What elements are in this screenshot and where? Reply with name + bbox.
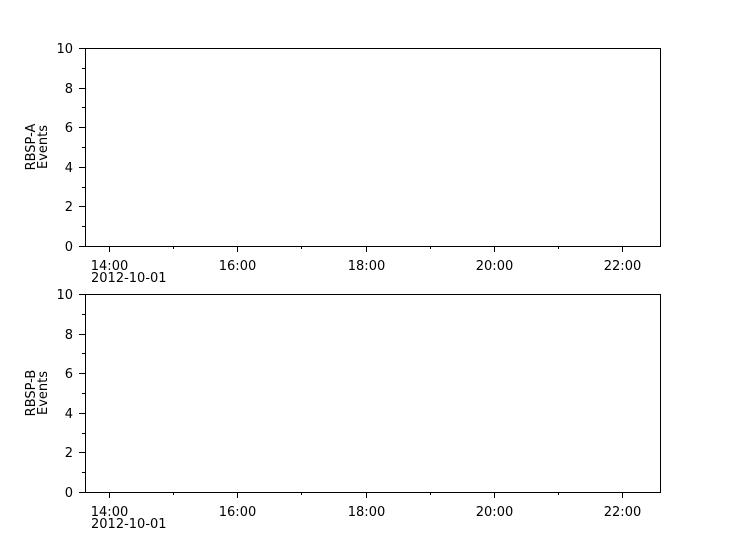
y-tick-label: 4 [65, 161, 73, 176]
plot-frame [85, 294, 661, 493]
x-tick-label: 14:00 [91, 505, 128, 520]
x-tick-label: 18:00 [348, 259, 385, 274]
date-label: 2012-10-01 [91, 517, 167, 532]
y-tick-label: 0 [65, 240, 73, 255]
x-tick-label: 22:00 [604, 259, 641, 274]
y-axis-label: Events [36, 371, 51, 415]
x-tick-label: 20:00 [476, 505, 513, 520]
x-tick-label: 14:00 [91, 259, 128, 274]
y-tick-label: 8 [65, 328, 73, 343]
y-axis-label: Events [36, 125, 51, 169]
y-tick-label: 2 [65, 200, 73, 215]
x-tick-label: 22:00 [604, 505, 641, 520]
y-tick-label: 10 [56, 288, 73, 303]
y-tick-label: 8 [65, 82, 73, 97]
y-tick-label: 2 [65, 446, 73, 461]
date-label: 2012-10-01 [91, 271, 167, 286]
x-tick-label: 18:00 [348, 505, 385, 520]
y-tick-label: 6 [65, 367, 73, 382]
y-tick-label: 4 [65, 407, 73, 422]
x-tick-label: 20:00 [476, 259, 513, 274]
y-tick-label: 10 [56, 42, 73, 57]
y-axis-label: RBSP-B [24, 370, 39, 417]
plot-frame [85, 48, 661, 247]
panel-1: 0 2 4 6 8 10 14:00 16:00 18:00 20:00 22:00 2012-10-… [24, 42, 661, 286]
y-tick-label: 0 [65, 486, 73, 501]
y-axis-label: RBSP-A [24, 123, 39, 170]
x-tick-label: 16:00 [219, 505, 256, 520]
panel-2: 0 2 4 6 8 10 14:00 16:00 18:00 20:00 22:00 2012-10-… [24, 288, 661, 532]
x-tick-label: 16:00 [219, 259, 256, 274]
y-tick-label: 6 [65, 121, 73, 136]
